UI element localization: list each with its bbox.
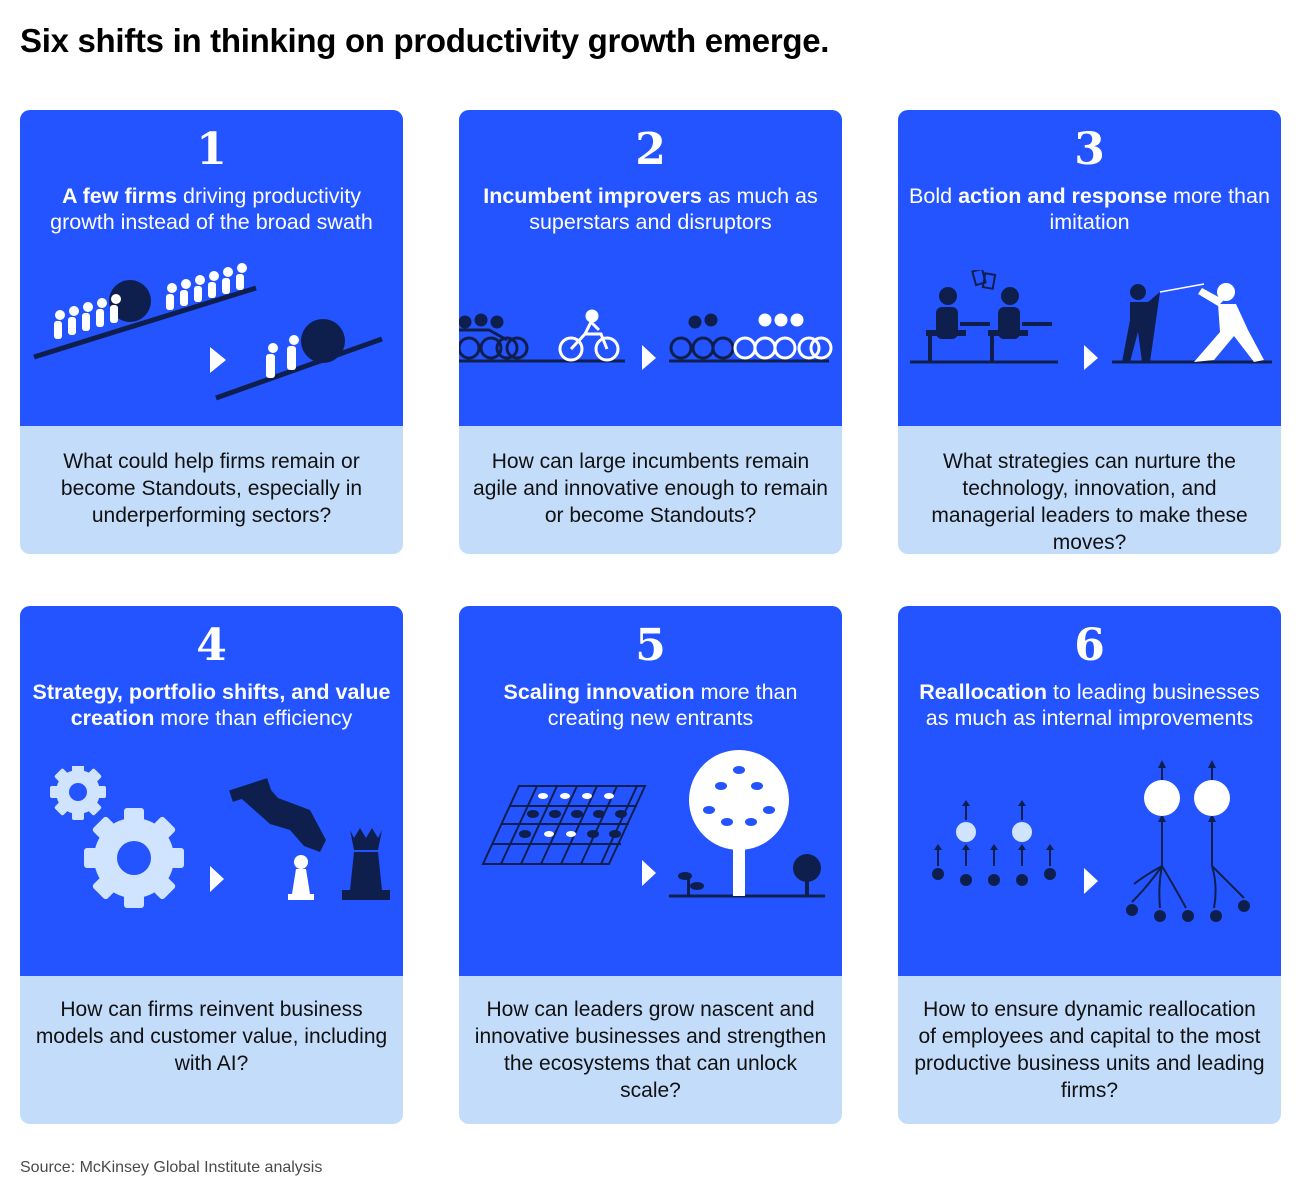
card-heading: Scaling innovation more than creating ne… xyxy=(503,680,798,730)
card-question: What could help firms remain or become S… xyxy=(60,450,363,527)
card-heading: Strategy, portfolio shifts, and value cr… xyxy=(32,680,391,730)
shift-card-5: 5 Scaling innovation more than creating … xyxy=(459,606,842,1124)
peloton-with-leaders-icon xyxy=(669,313,833,363)
card-header-panel: 2 Incumbent improvers as much as superst… xyxy=(459,110,842,426)
cyclists-peloton-icon xyxy=(459,313,625,363)
card-question: How to ensure dynamic reallocation of em… xyxy=(914,998,1265,1102)
card-number: 2 xyxy=(635,124,666,175)
shift-card-4: 4 Strategy, portfolio shifts, and value … xyxy=(20,606,403,1124)
fencers-icon xyxy=(1112,283,1272,364)
card-question: How can firms reinvent business models a… xyxy=(35,998,388,1075)
shift-card-1: 1 A few firms driving productivity growt… xyxy=(20,110,403,554)
page-title: Six shifts in thinking on productivity g… xyxy=(20,22,830,59)
strategy-illustration xyxy=(50,766,390,908)
arrow-icon xyxy=(1084,345,1098,370)
people-pushing-boulder-icon xyxy=(33,263,257,360)
card-heading: Bold action and response more than imita… xyxy=(909,184,1270,234)
card-number: 3 xyxy=(1074,124,1105,175)
source-note: Source: McKinsey Global Institute analys… xyxy=(20,1159,323,1176)
reallocation-illustration xyxy=(932,760,1250,922)
arrow-icon xyxy=(1084,868,1098,894)
card-heading: Incumbent improvers as much as superstar… xyxy=(483,184,818,234)
arrow-icon xyxy=(210,347,226,373)
card-header-panel: 1 A few firms driving productivity growt… xyxy=(20,110,403,426)
card-question: What strategies can nurture the technolo… xyxy=(931,450,1248,554)
card-heading: Reallocation to leading businesses as mu… xyxy=(919,680,1260,730)
card-header-panel: 5 Scaling innovation more than creating … xyxy=(459,606,842,976)
boulder-illustration xyxy=(33,263,383,401)
merged-units-growing-icon xyxy=(1126,760,1250,922)
seedling-plot-icon xyxy=(481,785,647,865)
card-number: 4 xyxy=(196,620,227,671)
students-copying-icon xyxy=(910,270,1058,364)
imitation-vs-action-illustration xyxy=(910,270,1272,370)
shift-card-2: 2 Incumbent improvers as much as superst… xyxy=(459,110,842,554)
growth-illustration xyxy=(481,750,825,898)
hand-moving-chess-piece-icon xyxy=(229,778,390,900)
card-heading: A few firms driving productivity growth … xyxy=(50,184,373,234)
small-units-growing-icon xyxy=(932,800,1056,886)
arrow-icon xyxy=(642,860,656,886)
card-question: How can leaders grow nascent and innovat… xyxy=(474,998,827,1102)
shift-card-3: 3 Bold action and response more than imi… xyxy=(898,110,1281,554)
arrow-icon xyxy=(210,866,224,892)
card-number: 6 xyxy=(1074,620,1105,671)
cyclist-icon xyxy=(558,309,620,362)
card-header-panel: 4 Strategy, portfolio shifts, and value … xyxy=(20,606,403,976)
card-number: 1 xyxy=(196,124,227,175)
card-header-panel: 6 Reallocation to leading businesses as … xyxy=(898,606,1281,976)
grown-tree-icon xyxy=(669,750,825,898)
shift-card-6: 6 Reallocation to leading businesses as … xyxy=(898,606,1281,1124)
pair-pushing-boulder-icon xyxy=(215,319,383,401)
card-question: How can large incumbents remain agile an… xyxy=(473,450,828,527)
arrow-icon xyxy=(642,345,656,370)
cycling-illustration xyxy=(459,309,833,370)
card-header-panel: 3 Bold action and response more than imi… xyxy=(898,110,1281,426)
card-number: 5 xyxy=(635,620,666,671)
gears-icon xyxy=(50,766,184,908)
